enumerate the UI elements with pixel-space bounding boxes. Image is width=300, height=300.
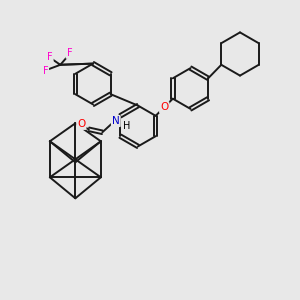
Text: F: F bbox=[47, 52, 52, 62]
Text: F: F bbox=[67, 48, 72, 58]
Text: H: H bbox=[123, 121, 130, 130]
Text: O: O bbox=[77, 119, 86, 129]
Text: F: F bbox=[43, 66, 48, 76]
Text: N: N bbox=[112, 116, 120, 126]
Text: O: O bbox=[160, 102, 168, 112]
